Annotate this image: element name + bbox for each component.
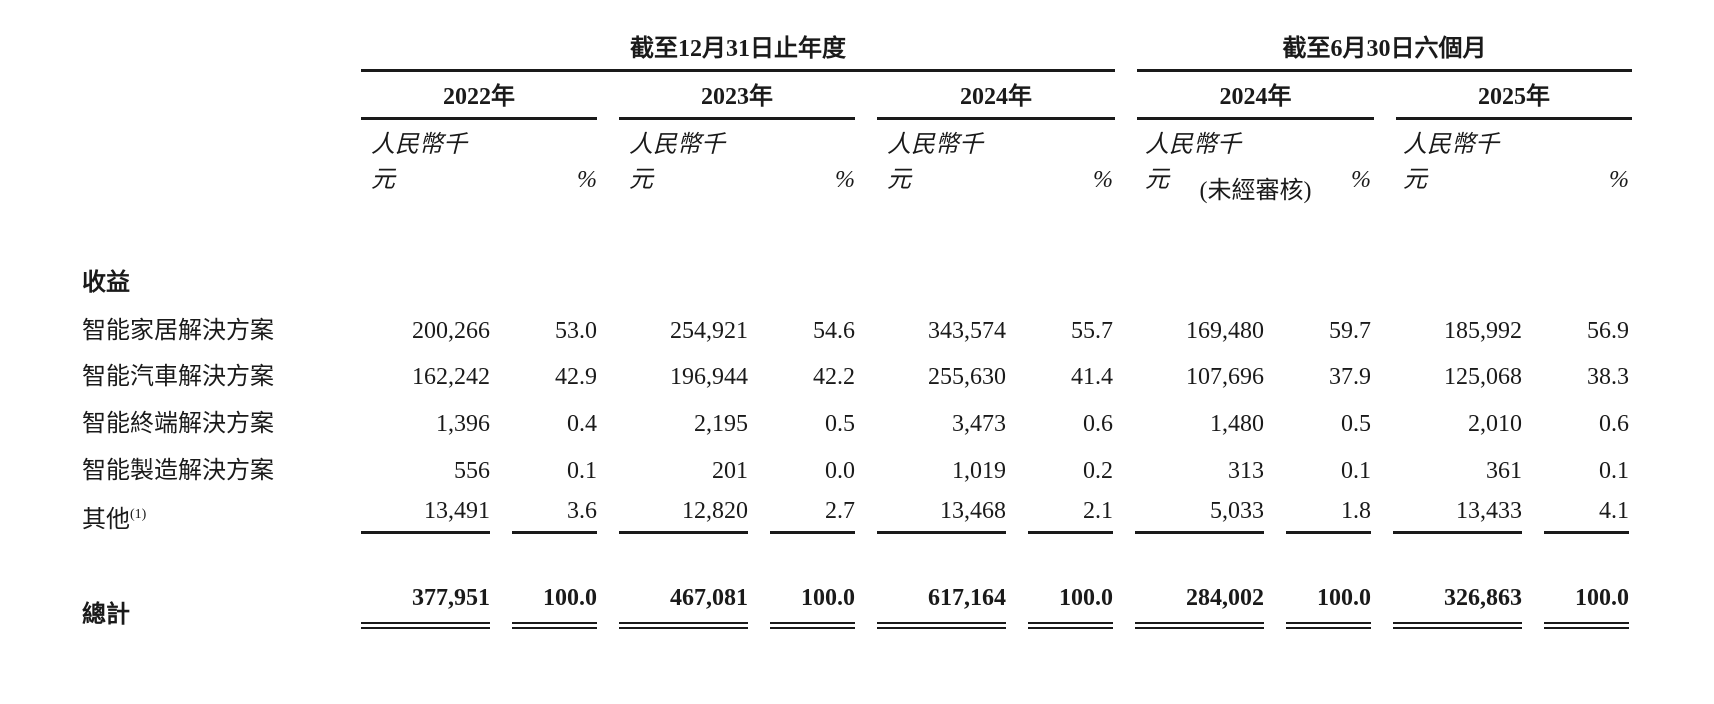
period-header-annual: 截至12月31日止年度 [361, 28, 1115, 72]
percent-cell: 0.1 [1341, 458, 1371, 484]
percent-cell: 100.0 [770, 585, 855, 629]
unit-pct: % [835, 167, 855, 193]
percent-cell: 42.2 [813, 364, 855, 390]
unit-pct: % [577, 167, 597, 193]
amount-cell: 1,019 [952, 458, 1006, 484]
unit-amount: 人民幣千元 [1403, 132, 1499, 193]
row-label: 智能製造解決方案 [82, 458, 274, 484]
amount-cell: 343,574 [928, 318, 1006, 344]
percent-cell: 4.1 [1544, 498, 1629, 534]
year-header: 2025年 [1396, 76, 1632, 120]
period-header-six-months: 截至6月30日六個月 [1137, 28, 1632, 72]
percent-cell: 1.8 [1286, 498, 1371, 534]
amount-cell: 13,433 [1393, 498, 1522, 534]
percent-cell: 55.7 [1071, 318, 1113, 344]
amount-cell: 556 [454, 458, 490, 484]
percent-cell: 0.6 [1083, 411, 1113, 437]
row-label: 智能汽車解決方案 [82, 364, 274, 390]
unit-pct: % [1093, 167, 1113, 193]
percent-cell: 0.1 [1599, 458, 1629, 484]
amount-cell: 467,081 [619, 585, 748, 629]
amount-cell: 1,396 [436, 411, 490, 437]
unit-amount: 人民幣千元 [887, 132, 983, 193]
amount-cell: 255,630 [928, 364, 1006, 390]
total-row: 總計 377,951 100.0 467,081 100.0 617,164 100.0 28… [0, 585, 1714, 629]
table-row: 智能製造解決方案 556 0.1 201 0.0 1,019 0.2 313 0.1 361 0.1 [0, 450, 1714, 485]
amount-cell: 13,468 [877, 498, 1006, 534]
unit-row: 人民幣千元% 人民幣千元% 人民幣千元% 人民幣千元% 人民幣千元% [0, 124, 1714, 194]
amount-cell: 200,266 [412, 318, 490, 344]
percent-cell: 3.6 [512, 498, 597, 534]
amount-cell: 201 [712, 458, 748, 484]
row-label: 智能終端解決方案 [82, 411, 274, 437]
percent-cell: 37.9 [1329, 364, 1371, 390]
percent-cell: 0.5 [825, 411, 855, 437]
amount-cell: 196,944 [670, 364, 748, 390]
percent-cell: 0.0 [825, 458, 855, 484]
amount-cell: 2,195 [694, 411, 748, 437]
amount-cell: 284,002 [1135, 585, 1264, 629]
amount-cell: 326,863 [1393, 585, 1522, 629]
unit-amount: 人民幣千元 [1145, 132, 1241, 193]
year-header: 2024年 [1137, 76, 1374, 120]
row-label: 其他 [82, 507, 130, 533]
amount-cell: 313 [1228, 458, 1264, 484]
unit-amount: 人民幣千元 [629, 132, 725, 193]
row-label: 總計 [82, 602, 130, 628]
table-row: 其他(1) 13,491 3.6 12,820 2.7 13,468 2.1 5,033 1.8… [0, 498, 1714, 534]
amount-cell: 254,921 [670, 318, 748, 344]
table-row: 智能家居解決方案 200,266 53.0 254,921 54.6 343,574 55.… [0, 310, 1714, 345]
percent-cell: 100.0 [512, 585, 597, 629]
row-label: 智能家居解決方案 [82, 318, 274, 344]
percent-cell: 2.7 [770, 498, 855, 534]
section-title: 收益 [82, 270, 130, 296]
percent-cell: 100.0 [1544, 585, 1629, 629]
amount-cell: 12,820 [619, 498, 748, 534]
year-header: 2023年 [619, 76, 855, 120]
amount-cell: 377,951 [361, 585, 490, 629]
table-row: 智能終端解決方案 1,396 0.4 2,195 0.5 3,473 0.6 1,480 0.5… [0, 403, 1714, 438]
percent-cell: 0.4 [567, 411, 597, 437]
percent-cell: 100.0 [1028, 585, 1113, 629]
percent-cell: 0.1 [567, 458, 597, 484]
amount-cell: 169,480 [1186, 318, 1264, 344]
amount-cell: 107,696 [1186, 364, 1264, 390]
percent-cell: 54.6 [813, 318, 855, 344]
percent-cell: 41.4 [1071, 364, 1113, 390]
footnote-marker: (1) [130, 507, 147, 522]
percent-cell: 2.1 [1028, 498, 1113, 534]
amount-cell: 162,242 [412, 364, 490, 390]
unit-pct: % [1609, 167, 1629, 193]
amount-cell: 1,480 [1210, 411, 1264, 437]
year-header: 2024年 [877, 76, 1115, 120]
amount-cell: 125,068 [1444, 364, 1522, 390]
amount-cell: 2,010 [1468, 411, 1522, 437]
amount-cell: 617,164 [877, 585, 1006, 629]
percent-cell: 56.9 [1587, 318, 1629, 344]
amount-cell: 5,033 [1135, 498, 1264, 534]
amount-cell: 361 [1486, 458, 1522, 484]
amount-cell: 3,473 [952, 411, 1006, 437]
unit-pct: % [1351, 167, 1371, 193]
percent-cell: 53.0 [555, 318, 597, 344]
unaudited-note: (未經審核) [1199, 178, 1312, 204]
table-row: 智能汽車解決方案 162,242 42.9 196,944 42.2 255,630 41.… [0, 356, 1714, 391]
percent-cell: 59.7 [1329, 318, 1371, 344]
percent-cell: 100.0 [1286, 585, 1371, 629]
percent-cell: 0.2 [1083, 458, 1113, 484]
percent-cell: 0.5 [1341, 411, 1371, 437]
year-header: 2022年 [361, 76, 597, 120]
percent-cell: 38.3 [1587, 364, 1629, 390]
amount-cell: 13,491 [361, 498, 490, 534]
percent-cell: 0.6 [1599, 411, 1629, 437]
percent-cell: 42.9 [555, 364, 597, 390]
amount-cell: 185,992 [1444, 318, 1522, 344]
unit-amount: 人民幣千元 [371, 132, 467, 193]
